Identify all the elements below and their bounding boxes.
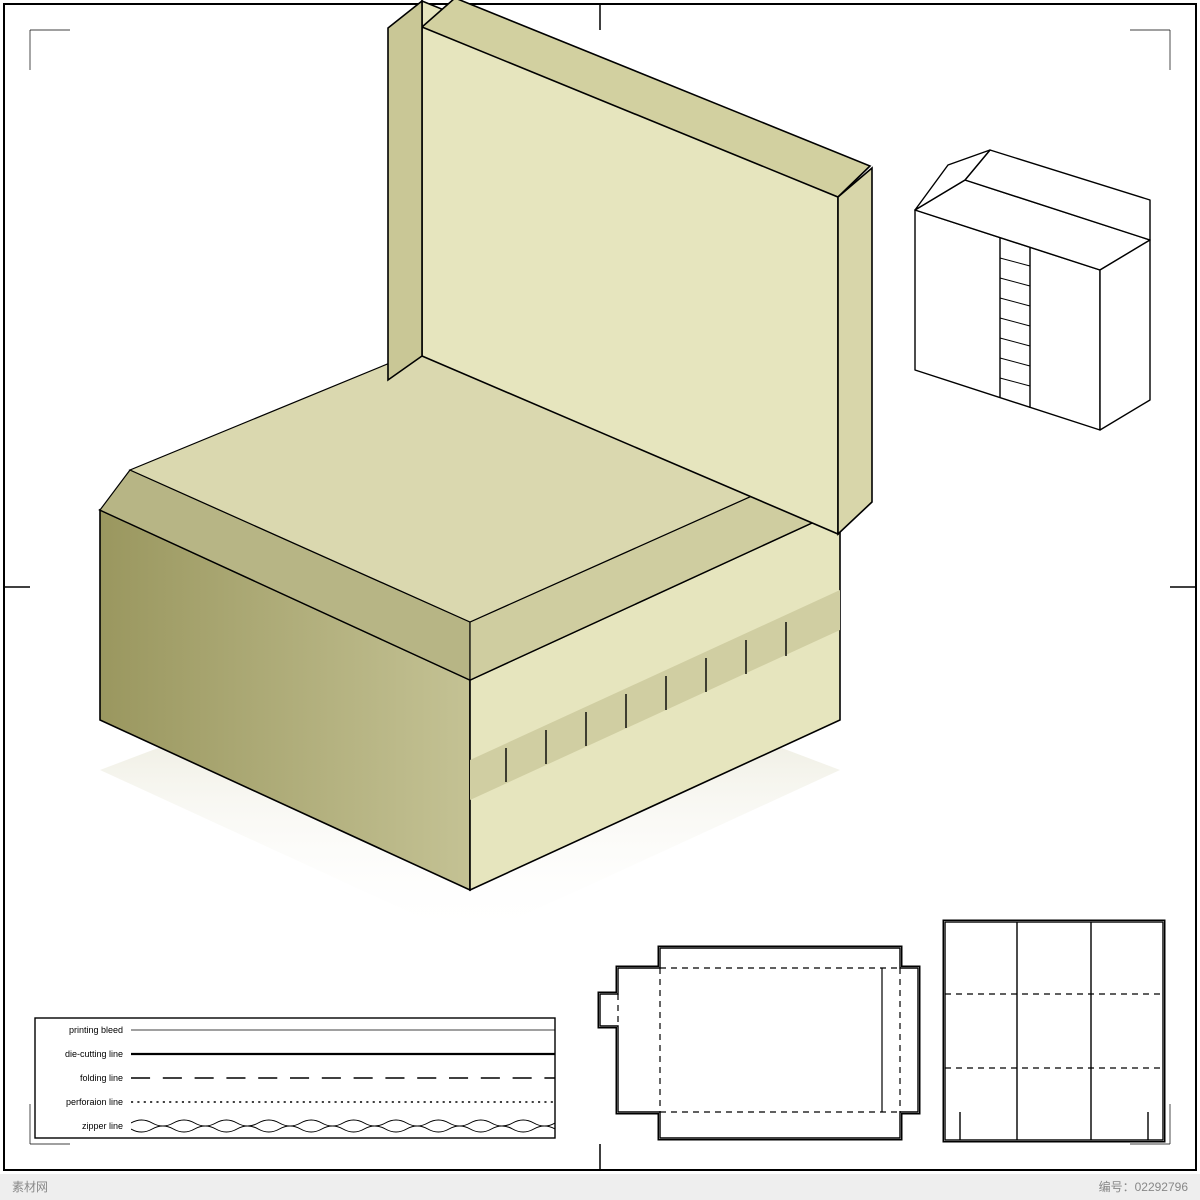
legend-row-bleed: printing bleed <box>35 1018 555 1042</box>
diagram-canvas: printing bleed die-cutting line folding … <box>0 0 1200 1200</box>
legend-label-zip: zipper line <box>35 1121 131 1131</box>
legend-row-fold: folding line <box>35 1066 555 1090</box>
legend-row-diecut: die-cutting line <box>35 1042 555 1066</box>
footer-right-value: 02292796 <box>1135 1180 1188 1194</box>
legend-label-perf: perforaion line <box>35 1097 131 1107</box>
footer-right-label: 编号： <box>1099 1180 1135 1194</box>
legend-label-bleed: printing bleed <box>35 1025 131 1035</box>
legend-line-diecut <box>131 1045 555 1063</box>
legend-box: printing bleed die-cutting line folding … <box>35 1018 555 1138</box>
legend-line-zip <box>131 1117 555 1135</box>
legend-line-perf <box>131 1093 555 1111</box>
legend-label-diecut: die-cutting line <box>35 1049 131 1059</box>
legend-row-perf: perforaion line <box>35 1090 555 1114</box>
footer-right: 编号：02292796 <box>1099 1174 1188 1200</box>
dieline-a <box>600 948 918 1138</box>
legend-line-bleed <box>131 1021 555 1039</box>
open-box-3d <box>100 0 872 940</box>
footer-left: 素材网 <box>12 1174 48 1200</box>
legend-row-zip: zipper line <box>35 1114 555 1138</box>
legend-label-fold: folding line <box>35 1073 131 1083</box>
dieline-b <box>945 922 1163 1140</box>
back-lid-right-flap <box>838 168 872 534</box>
legend-line-fold <box>131 1069 555 1087</box>
footer-bar: 素材网 编号：02292796 <box>0 1174 1200 1200</box>
back-lid-left-flap <box>388 1 422 380</box>
closed-box-lineart <box>915 150 1150 430</box>
